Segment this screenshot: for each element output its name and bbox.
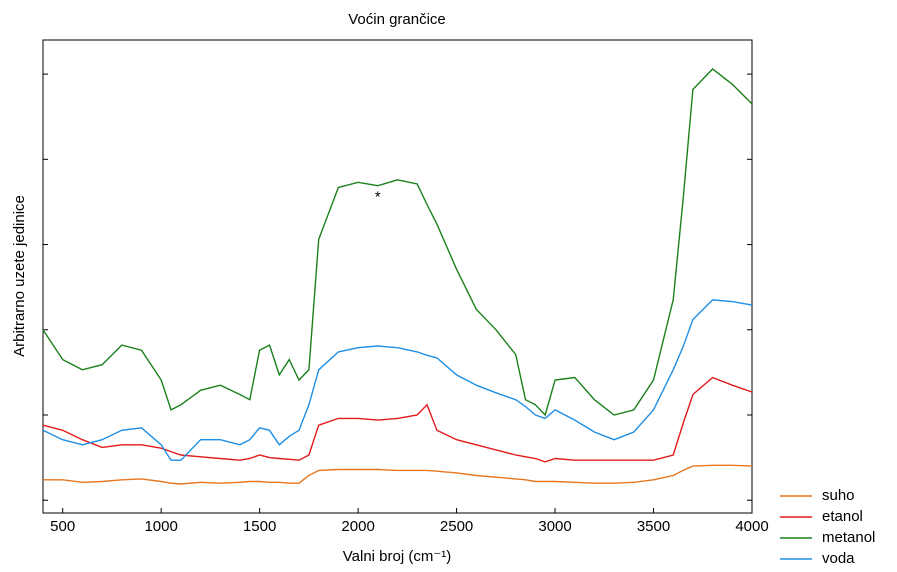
legend-label: etanol bbox=[822, 508, 863, 525]
series-line bbox=[42, 299, 753, 461]
x-tick-label: 3000 bbox=[538, 518, 571, 535]
x-tick-label: 500 bbox=[50, 518, 75, 535]
x-tick-label: 1000 bbox=[144, 518, 177, 535]
y-axis-label: Arbitrarno uzete jedinice bbox=[11, 195, 28, 357]
legend-label: metanol bbox=[822, 529, 875, 546]
x-tick-label: 4000 bbox=[735, 518, 768, 535]
x-axis-label: Valni broj (cm⁻¹) bbox=[343, 548, 452, 565]
x-tick-label: 2000 bbox=[341, 518, 374, 535]
x-tick-label: 2500 bbox=[440, 518, 473, 535]
legend-label: voda bbox=[822, 550, 855, 567]
legend-label: suho bbox=[822, 487, 855, 504]
series-line bbox=[42, 68, 753, 417]
series-line bbox=[42, 376, 753, 463]
chart-title: Voćin grančice bbox=[348, 11, 446, 28]
x-tick-label: 3500 bbox=[637, 518, 670, 535]
x-tick-label: 1500 bbox=[243, 518, 276, 535]
plot-frame bbox=[42, 39, 753, 514]
annotation: * bbox=[375, 189, 381, 206]
series-line bbox=[43, 464, 753, 485]
